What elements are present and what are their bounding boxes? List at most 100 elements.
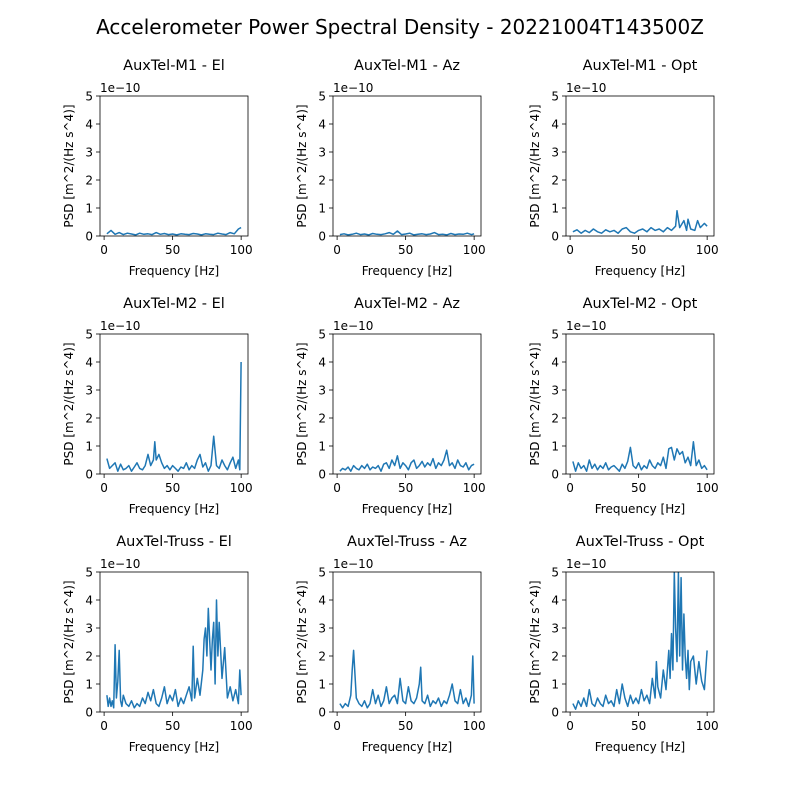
axes-frame [565,333,715,475]
y-tick-label: 2 [85,650,93,664]
x-tick-label: 50 [631,243,646,257]
x-axis-label: Frequency [Hz] [129,264,220,278]
psd-series-line [339,649,475,709]
y-tick-label: 0 [85,468,93,482]
y-offset-label: 1e−10 [100,319,140,333]
subplot-3: 0 50 100 0 1 2 3 4 5 1e−10 AuxTel-M2 - El Frequency… [62,296,253,516]
x-tick-label: 50 [165,481,180,495]
x-tick-label: 0 [100,243,108,257]
y-tick-label: 2 [551,412,559,426]
subplot-title: AuxTel-Truss - Az [347,534,467,550]
y-tick-label: 3 [318,146,326,160]
x-tick-label: 100 [230,243,253,257]
y-tick-label: 0 [85,706,93,720]
y-tick-label: 5 [85,566,93,580]
y-tick-label: 1 [318,202,326,216]
x-tick-label: 100 [463,481,486,495]
x-tick-label: 100 [463,243,486,257]
y-tick-label: 5 [85,90,93,104]
x-tick-label: 50 [398,719,413,733]
y-tick-label: 1 [85,440,93,454]
y-tick-label: 5 [551,566,559,580]
y-offset-label: 1e−10 [566,557,606,571]
psd-series-line [106,361,242,472]
x-tick-label: 0 [566,719,574,733]
y-axis-label: PSD [m^2/(Hz s^4)] [62,104,76,227]
y-tick-label: 3 [85,384,93,398]
x-tick-label: 50 [165,243,180,257]
y-tick-label: 0 [551,230,559,244]
figure-title: Accelerometer Power Spectral Density - 2… [96,15,704,39]
y-tick-label: 1 [551,202,559,216]
x-axis-label: Frequency [Hz] [595,264,686,278]
axes-frame [99,95,249,237]
subplot-7: 0 50 100 0 1 2 3 4 5 1e−10 AuxTel-Truss - Az Freque… [295,534,486,754]
y-tick-label: 4 [318,118,326,132]
subplot-title: AuxTel-M2 - Az [354,296,460,312]
psd-series-line [106,226,242,236]
y-tick-label: 2 [551,650,559,664]
x-tick-label: 50 [631,481,646,495]
y-tick-label: 5 [318,90,326,104]
y-tick-label: 3 [318,622,326,636]
y-tick-label: 0 [318,468,326,482]
psd-series-line [572,572,708,710]
y-tick-label: 3 [85,146,93,160]
y-tick-label: 4 [85,356,93,370]
y-tick-label: 1 [551,440,559,454]
subplot-title: AuxTel-Truss - El [116,534,232,550]
y-offset-label: 1e−10 [566,319,606,333]
x-axis-label: Frequency [Hz] [362,502,453,516]
y-axis-label: PSD [m^2/(Hz s^4)] [528,104,542,227]
x-axis-label: Frequency [Hz] [362,740,453,754]
y-offset-label: 1e−10 [333,319,373,333]
x-tick-label: 100 [696,481,719,495]
subplot-6: 0 50 100 0 1 2 3 4 5 1e−10 AuxTel-Truss - El Freque… [62,534,253,754]
x-tick-label: 0 [333,719,341,733]
y-axis-label: PSD [m^2/(Hz s^4)] [62,580,76,703]
y-tick-label: 5 [318,328,326,342]
y-tick-label: 0 [551,706,559,720]
x-axis-label: Frequency [Hz] [129,740,220,754]
y-tick-label: 4 [85,118,93,132]
y-offset-label: 1e−10 [333,81,373,95]
y-offset-label: 1e−10 [100,81,140,95]
x-tick-label: 100 [463,719,486,733]
x-tick-label: 0 [100,481,108,495]
x-axis-label: Frequency [Hz] [595,740,686,754]
y-tick-label: 5 [551,90,559,104]
axes-frame [565,571,715,713]
y-tick-label: 4 [85,594,93,608]
x-axis-label: Frequency [Hz] [362,264,453,278]
x-tick-label: 100 [230,481,253,495]
y-axis-label: PSD [m^2/(Hz s^4)] [295,104,309,227]
y-tick-label: 1 [318,440,326,454]
y-tick-label: 0 [318,230,326,244]
y-tick-label: 2 [318,412,326,426]
x-tick-label: 50 [165,719,180,733]
psd-series-line [106,599,242,709]
x-tick-label: 0 [100,719,108,733]
y-tick-label: 0 [318,706,326,720]
subplot-title: AuxTel-M2 - Opt [583,296,698,312]
y-offset-label: 1e−10 [333,557,373,571]
axes-frame [565,95,715,237]
y-tick-label: 2 [85,412,93,426]
x-tick-label: 50 [631,719,646,733]
y-tick-label: 3 [551,146,559,160]
y-tick-label: 4 [551,118,559,132]
y-tick-label: 5 [551,328,559,342]
y-tick-label: 1 [551,678,559,692]
subplot-title: AuxTel-M2 - El [123,296,225,312]
axes-frame [332,333,482,475]
axes-frame [99,333,249,475]
y-tick-label: 3 [551,622,559,636]
y-tick-label: 2 [85,174,93,188]
y-tick-label: 4 [318,356,326,370]
y-axis-label: PSD [m^2/(Hz s^4)] [295,342,309,465]
subplot-title: AuxTel-M1 - El [123,58,225,74]
y-axis-label: PSD [m^2/(Hz s^4)] [528,580,542,703]
x-tick-label: 0 [333,481,341,495]
y-tick-label: 4 [551,594,559,608]
